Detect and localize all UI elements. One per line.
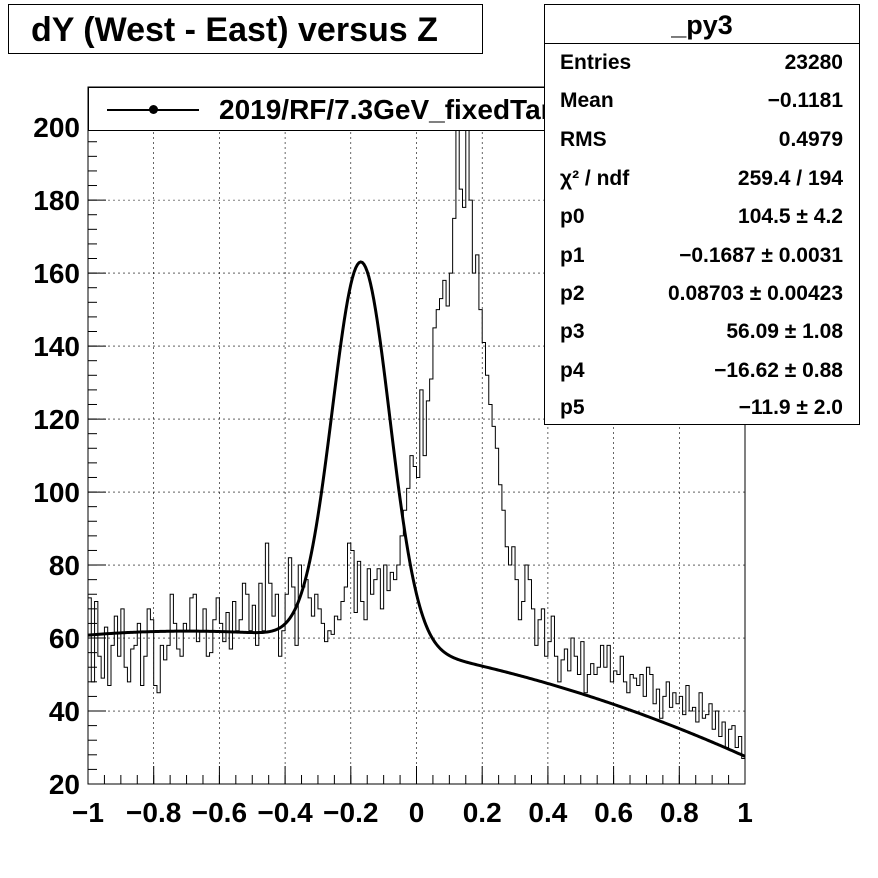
y-tick-label: 20 — [49, 769, 80, 800]
histogram-series — [88, 104, 745, 759]
stat-label: Mean — [560, 89, 614, 112]
legend-label: 2019/RF/7.3GeV_fixedTarget — [219, 94, 594, 125]
stat-label: p1 — [560, 244, 585, 267]
y-tick-label: 140 — [33, 331, 80, 362]
x-tick-label: 1 — [737, 797, 753, 828]
stat-label: RMS — [560, 128, 607, 151]
x-tick-label: −0.6 — [192, 797, 247, 828]
stat-label: p2 — [560, 282, 585, 305]
stat-row-rms: RMS 0.4979 — [545, 121, 859, 159]
fit-curve — [87, 260, 746, 758]
stat-row-entries: Entries 23280 — [545, 44, 859, 82]
stat-row-mean: Mean −0.1181 — [545, 82, 859, 120]
stat-value: 104.5 ± 4.2 — [738, 205, 843, 228]
y-tick-label: 160 — [33, 258, 80, 289]
stat-row-p3: p3 56.09 ± 1.08 — [545, 313, 859, 351]
stat-value: −0.1687 ± 0.0031 — [679, 244, 843, 267]
legend-dot-marker — [149, 105, 158, 114]
stat-label: p0 — [560, 205, 585, 228]
stat-value: 0.08703 ± 0.00423 — [667, 282, 843, 305]
y-tick-label: 100 — [33, 477, 80, 508]
x-tick-label: 0 — [409, 797, 425, 828]
x-tick-label: 0.2 — [463, 797, 502, 828]
stat-row-p4: p4 −16.62 ± 0.88 — [545, 352, 859, 390]
stats-box: _py3 Entries 23280 Mean −0.1181 RMS 0.49… — [544, 4, 860, 425]
stats-title: _py3 — [545, 5, 859, 44]
y-tick-label: 60 — [49, 623, 80, 654]
stat-label: Entries — [560, 51, 632, 74]
stat-row-p0: p0 104.5 ± 4.2 — [545, 198, 859, 236]
y-tick-label: 180 — [33, 185, 80, 216]
x-tick-label: 0.4 — [528, 797, 567, 828]
y-tick-label: 120 — [33, 404, 80, 435]
stat-label: p3 — [560, 320, 585, 343]
stat-value: 0.4979 — [778, 128, 843, 151]
x-tick-label: −1 — [72, 797, 104, 828]
chart-title: dY (West - East) versus Z — [8, 4, 483, 54]
x-tick-label: 0.8 — [660, 797, 699, 828]
stat-value: 56.09 ± 1.08 — [726, 320, 843, 343]
x-tick-label: −0.4 — [257, 797, 313, 828]
y-tick-label: 80 — [49, 550, 80, 581]
axis-tick-labels: −1 −0.8 −0.6 −0.4 −0.2 0 0.2 0.4 0.6 0.8 120406080… — [33, 112, 753, 828]
y-tick-label: 200 — [33, 112, 80, 143]
stat-row-p5: p5 −11.9 ± 2.0 — [545, 389, 859, 427]
stat-label: χ² / ndf — [560, 167, 630, 190]
x-tick-label: −0.2 — [323, 797, 378, 828]
y-tick-label: 40 — [49, 696, 80, 727]
stat-value: 259.4 / 194 — [737, 167, 843, 190]
stat-row-p1: p1 −0.1687 ± 0.0031 — [545, 237, 859, 275]
x-tick-label: 0.6 — [594, 797, 633, 828]
x-tick-label: −0.8 — [126, 797, 181, 828]
stat-value: −16.62 ± 0.88 — [714, 359, 843, 382]
stat-row-chi2: χ² / ndf 259.4 / 194 — [545, 160, 859, 198]
legend: 2019/RF/7.3GeV_fixedTarget — [88, 87, 614, 131]
stat-row-p2: p2 0.08703 ± 0.00423 — [545, 275, 859, 313]
stat-label: p4 — [560, 359, 585, 382]
stat-label: p5 — [560, 396, 585, 419]
stat-value: −11.9 ± 2.0 — [738, 396, 843, 419]
stat-value: 23280 — [784, 51, 843, 74]
stat-value: −0.1181 — [767, 89, 843, 112]
